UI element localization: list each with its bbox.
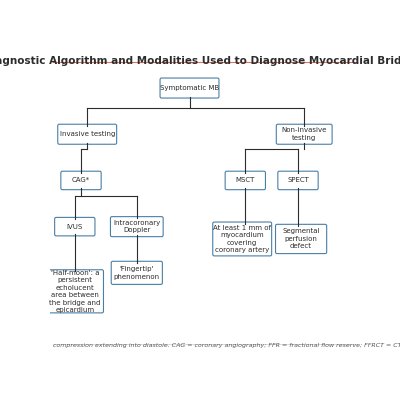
Text: 'Fingertip'
phenomenon: 'Fingertip' phenomenon	[114, 266, 160, 280]
FancyBboxPatch shape	[160, 78, 219, 98]
Text: At least 1 mm of
myocardium
covering
coronary artery: At least 1 mm of myocardium covering cor…	[213, 225, 271, 253]
FancyBboxPatch shape	[278, 171, 318, 190]
Text: IVUS: IVUS	[67, 224, 83, 230]
FancyBboxPatch shape	[276, 224, 327, 254]
Text: Symptomatic MB: Symptomatic MB	[160, 85, 219, 91]
Text: 'Half-moon': a
persistent
echolucent
area between
the bridge and
epicardium: 'Half-moon': a persistent echolucent are…	[49, 270, 100, 313]
Text: Intracoronary
Doppler: Intracoronary Doppler	[113, 220, 160, 233]
FancyBboxPatch shape	[213, 222, 272, 256]
FancyBboxPatch shape	[276, 124, 332, 144]
FancyBboxPatch shape	[225, 171, 266, 190]
FancyBboxPatch shape	[58, 124, 117, 144]
FancyBboxPatch shape	[111, 261, 162, 284]
FancyBboxPatch shape	[61, 171, 101, 190]
Text: compression extending into diastole. CAG = coronary angiography; FFR = fractiona: compression extending into diastole. CAG…	[53, 343, 400, 348]
Text: SPECT: SPECT	[287, 178, 309, 184]
Text: Non-invasive
testing: Non-invasive testing	[282, 128, 327, 141]
FancyBboxPatch shape	[55, 218, 95, 236]
Text: Diagnostic Algorithm and Modalities Used to Diagnose Myocardial Bridging: Diagnostic Algorithm and Modalities Used…	[0, 56, 400, 66]
Text: Invasive testing: Invasive testing	[60, 131, 115, 137]
Text: Segmental
perfusion
defect: Segmental perfusion defect	[282, 228, 320, 250]
Text: MSCT: MSCT	[236, 178, 255, 184]
FancyBboxPatch shape	[46, 270, 104, 313]
FancyBboxPatch shape	[110, 217, 163, 237]
Text: CAG*: CAG*	[72, 178, 90, 184]
